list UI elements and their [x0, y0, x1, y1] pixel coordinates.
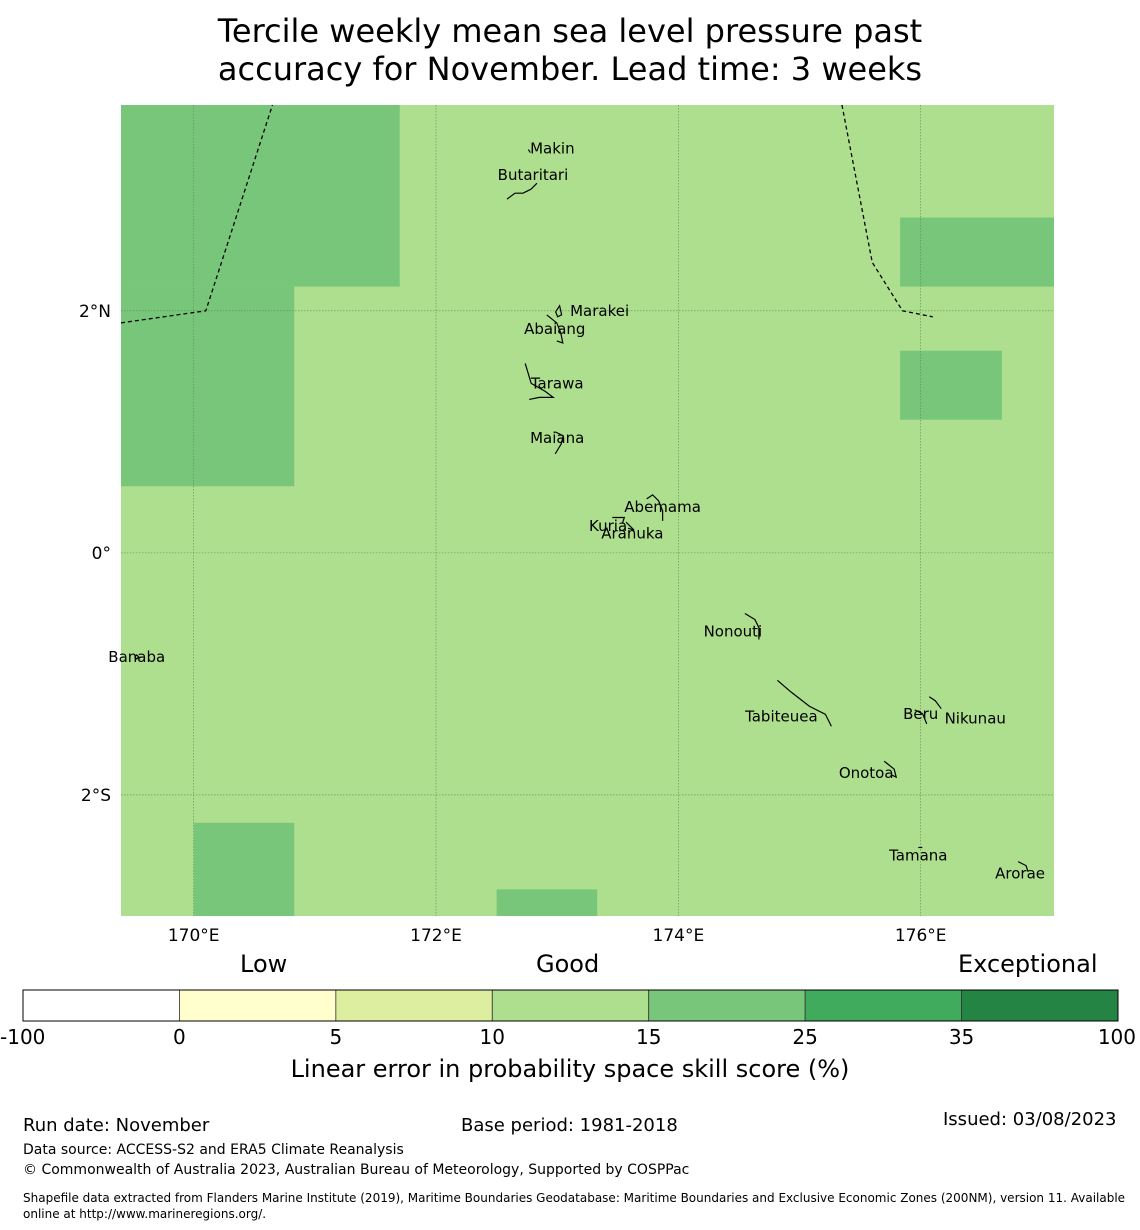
island-label: Arorae [995, 865, 1045, 883]
island-outline [928, 696, 942, 710]
lat-tick-label: 0° [92, 544, 111, 564]
lon-tick-label: 170°E [168, 926, 220, 946]
island-outline [555, 304, 563, 318]
island-outline [625, 521, 635, 531]
island-label: Tarawa [530, 374, 584, 392]
island-label: Tamana [888, 846, 947, 864]
island-label: Butaritari [498, 166, 569, 184]
colorbar-tick-label: -100 [0, 1025, 46, 1049]
island-outline [914, 709, 928, 725]
lon-tick-label: 174°E [653, 926, 705, 946]
island-outline [744, 613, 760, 640]
colorbar-outline [22, 989, 1119, 1022]
skill-cell-4 [193, 822, 295, 916]
island-outline [646, 494, 664, 521]
shapefile-credit-line-1: Shapefile data extracted from Flanders M… [23, 1191, 1126, 1205]
colorbar-tick-label: 35 [948, 1025, 975, 1049]
colorbar-tick-label: 5 [329, 1025, 343, 1049]
island-label: Abemama [624, 498, 701, 516]
island-label: Banaba [108, 648, 165, 666]
colorbar-segment [804, 989, 962, 1022]
colorbar-segment [179, 989, 337, 1022]
skill-cell-5 [496, 889, 598, 916]
run-date: Run date: November [23, 1115, 210, 1136]
lon-tick-label: 176°E [895, 926, 947, 946]
island-label: Onotoa [839, 764, 894, 782]
colorbar-segment [22, 989, 180, 1022]
island-label: Nonouti [704, 623, 763, 641]
island-label: Kuria [589, 517, 627, 535]
island-outline [554, 431, 564, 455]
eez-boundary [120, 104, 274, 324]
colorbar-tick-label: 0 [173, 1025, 186, 1049]
base-period: Base period: 1981-2018 [461, 1115, 678, 1136]
island-outline [524, 363, 556, 400]
colorbar-segment [961, 989, 1119, 1022]
title-line-2: accuracy for November. Lead time: 3 week… [217, 50, 923, 88]
colorbar [22, 989, 1119, 1022]
island-label: Makin [530, 140, 575, 158]
skill-cell-0 [121, 105, 400, 287]
island-label: Beru [903, 705, 938, 723]
island-label: Nikunau [945, 710, 1006, 728]
skill-cell-1 [121, 286, 295, 487]
island-outline [776, 679, 832, 727]
island-outline [1017, 861, 1029, 872]
eez-boundary [841, 104, 933, 318]
island-outline [527, 149, 531, 153]
island-label: Aranuka [601, 524, 663, 542]
copyright: © Commonwealth of Australia 2023, Austra… [23, 1162, 690, 1178]
shapefile-credit-line-2: online at http://www.marineregions.org/. [23, 1207, 267, 1221]
colorbar-tick-label: 100 [1097, 1025, 1136, 1049]
colorbar-good-label: Good [536, 950, 600, 978]
island-label: Tabiteuea [744, 707, 818, 725]
island-label: Marakei [570, 302, 629, 320]
colorbar-title: Linear error in probability space skill … [290, 1055, 850, 1083]
skill-cell-2 [900, 217, 1054, 287]
lat-tick-label: 2°S [81, 786, 111, 806]
colorbar-exceptional-label: Exceptional [958, 950, 1098, 978]
lat-tick-label: 2°N [79, 302, 111, 322]
island-outline [134, 654, 140, 660]
island-label: Maiana [530, 429, 584, 447]
colorbar-segment [491, 989, 650, 1022]
colorbar-low-label: Low [240, 950, 288, 978]
colorbar-tick-label: 25 [792, 1025, 818, 1049]
colorbar-tick-label: 10 [479, 1025, 506, 1049]
island-outline [612, 516, 626, 524]
colorbar-segment [335, 989, 493, 1022]
island-label: Abaiang [524, 320, 585, 338]
island-outline [546, 314, 564, 344]
island-outline [883, 760, 898, 779]
data-source: Data source: ACCESS-S2 and ERA5 Climate … [23, 1142, 404, 1158]
colorbar-tick-label: 15 [635, 1025, 662, 1049]
skill-cell-3 [900, 350, 1002, 420]
title-line-1: Tercile weekly mean sea level pressure p… [217, 12, 923, 50]
issued-date: Issued: 03/08/2023 [943, 1109, 1117, 1130]
lon-tick-label: 172°E [410, 926, 462, 946]
colorbar-segment [648, 989, 806, 1022]
island-outline [506, 182, 538, 200]
chart-title: Tercile weekly mean sea level pressure p… [0, 12, 1140, 88]
